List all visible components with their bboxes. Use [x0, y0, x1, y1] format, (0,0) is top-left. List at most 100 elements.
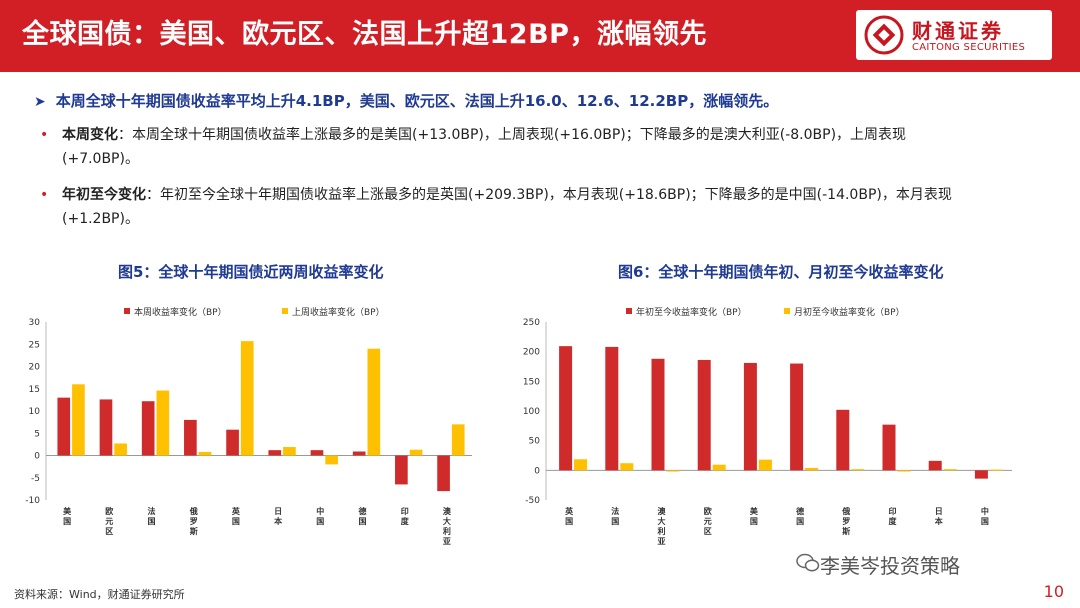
legend-label: 上周收益率变化（BP）: [292, 306, 385, 318]
bar-series-2: [156, 390, 170, 456]
header-bar: 全球国债：美国、欧元区、法国上升超12BP，涨幅领先 财通证券 CAITONG …: [0, 0, 1080, 72]
y-tick-label: 0: [534, 466, 540, 476]
bullet-dot-icon: •: [40, 187, 49, 203]
bar-series-2: [758, 459, 772, 471]
chart-ytd-yield-change: 年初至今收益率变化（BP） 月初至今收益率变化（BP） -50 0 50 100 150 20…: [523, 306, 1012, 546]
bar-series-2: [620, 463, 634, 471]
bar-series-2: [72, 384, 85, 456]
chart-title-fig5: 图5：全球十年期国债近两周收益率变化: [118, 263, 384, 281]
legend-swatch: [626, 308, 632, 314]
y-tick-label: 50: [529, 437, 541, 447]
x-tick-label: 中国: [981, 506, 989, 526]
x-tick-label: 俄罗斯: [841, 506, 850, 536]
bar-series-2: [409, 449, 423, 456]
x-tick-label: 澳大利亚: [442, 506, 452, 546]
bar-series-2: [666, 470, 680, 472]
chart-weekly-yield-change: 本周收益率变化（BP） 上周收益率变化（BP） -10 -5 0 5 10 15 20 25 30 美…: [25, 306, 472, 546]
y-tick-label: 15: [29, 385, 40, 395]
y-tick-label: 100: [523, 407, 540, 417]
y-tick-label: -10: [25, 496, 40, 506]
legend-swatch: [784, 308, 790, 314]
bar-series-1: [184, 419, 197, 456]
bar-series-2: [240, 341, 254, 456]
bar-series-2: [574, 459, 588, 471]
x-tick-label: 英国: [564, 506, 574, 526]
logo-text-en: CAITONG SECURITIES: [912, 42, 1026, 53]
bar-series-1: [226, 429, 239, 456]
x-tick-label: 印度: [889, 506, 898, 526]
bullet-dot-icon: •: [40, 127, 49, 143]
legend-swatch: [282, 308, 288, 314]
bar-series-2: [805, 467, 819, 471]
bar-series-1: [882, 424, 896, 471]
x-tick-label: 中国: [316, 506, 324, 526]
x-tick-label: 印度: [401, 506, 410, 526]
bar-series-2: [114, 443, 127, 456]
x-tick-label: 日本: [273, 507, 282, 526]
arrow-bullet-icon: ➤: [34, 94, 46, 110]
x-tick-label: 日本: [934, 507, 943, 526]
y-tick-label: 250: [523, 318, 540, 328]
summary-line: ➤ 本周全球十年期国债收益率平均上升4.1BP，美国、欧元区、法国上升16.0、1…: [34, 90, 1034, 111]
bullet-heading: 本周变化: [62, 127, 118, 143]
x-tick-label: 欧元区: [105, 506, 113, 536]
bar-series-2: [198, 451, 212, 456]
bar-series-1: [928, 460, 942, 471]
page-number: 10: [1043, 582, 1064, 601]
company-logo: 财通证券 CAITONG SECURITIES: [856, 10, 1052, 60]
y-tick-label: 10: [29, 407, 41, 417]
x-tick-label: 英国: [231, 506, 241, 526]
bar-series-1: [268, 450, 282, 456]
legend-label: 年初至今收益率变化（BP）: [636, 306, 747, 318]
y-tick-label: 30: [29, 318, 41, 328]
bar-series-1: [352, 451, 366, 456]
x-tick-label: 欧元区: [704, 506, 712, 536]
bar-series-2: [325, 455, 338, 465]
bullet-text: ：本周全球十年期国债收益率上涨最多的是美国(+13.0BP)，上周表现(+16.…: [62, 127, 907, 167]
page-title: 全球国债：美国、欧元区、法国上升超12BP，涨幅领先: [22, 19, 707, 50]
bar-series-2: [943, 469, 957, 471]
bar-series-2: [451, 424, 465, 456]
y-tick-label: 5: [34, 429, 40, 439]
x-tick-label: 美国: [63, 506, 72, 526]
bar-series-2: [897, 470, 911, 472]
bullet-heading: 年初至今变化: [62, 187, 146, 203]
bar-series-1: [141, 401, 155, 456]
bar-series-1: [57, 397, 71, 456]
wechat-icon: [796, 553, 820, 572]
bar-series-1: [836, 409, 850, 471]
y-tick-label: 20: [29, 363, 41, 373]
source-note: 资料来源：Wind，财通证券研究所: [14, 588, 185, 601]
bullet-ytd-change: • 年初至今变化：年初至今全球十年期国债收益率上涨最多的是英国(+209.3BP…: [40, 183, 980, 231]
x-tick-label: 法国: [148, 506, 156, 526]
y-tick-label: -5: [31, 474, 40, 484]
y-tick-label: 0: [34, 452, 40, 462]
bar-series-1: [790, 363, 804, 471]
x-tick-label: 德国: [359, 506, 367, 526]
y-tick-label: -50: [525, 496, 540, 506]
bar-series-2: [989, 469, 1003, 471]
bar-series-1: [697, 359, 711, 471]
bar-series-1: [437, 455, 450, 492]
bar-series-1: [605, 346, 619, 471]
bar-series-2: [367, 348, 381, 456]
y-tick-label: 25: [29, 340, 40, 350]
bar-series-1: [651, 358, 665, 471]
bar-series-1: [743, 362, 757, 471]
x-tick-label: 法国: [611, 506, 619, 526]
legend-label: 月初至今收益率变化（BP）: [794, 306, 905, 318]
x-tick-label: 德国: [796, 506, 804, 526]
summary-text: 本周全球十年期国债收益率平均上升4.1BP，美国、欧元区、法国上升16.0、12…: [55, 92, 779, 110]
bar-series-2: [712, 464, 726, 471]
caitong-logo-icon: [864, 15, 904, 55]
watermark: 李美岑投资策略: [820, 554, 960, 578]
y-tick-label: 200: [523, 348, 540, 358]
bar-series-1: [559, 346, 573, 471]
bar-series-1: [310, 450, 324, 456]
logo-text-cn: 财通证券: [912, 19, 1004, 43]
y-tick-label: 150: [523, 377, 540, 387]
bar-series-1: [99, 399, 113, 456]
x-tick-label: 澳大利亚: [657, 506, 667, 546]
bullet-text: ：年初至今全球十年期国债收益率上涨最多的是英国(+209.3BP)，本月表现(+…: [62, 187, 952, 227]
legend-label: 本周收益率变化（BP）: [134, 306, 227, 318]
